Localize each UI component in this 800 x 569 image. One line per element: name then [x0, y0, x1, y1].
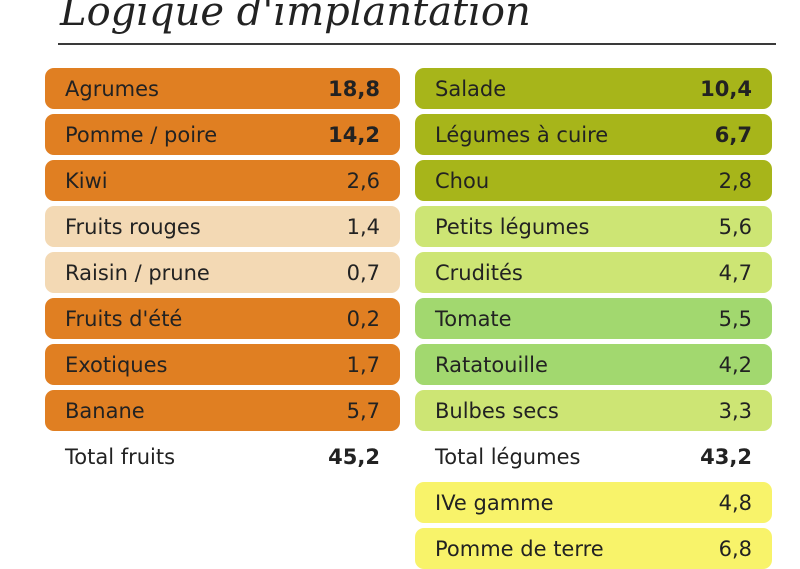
legume-row-crudites: Crudités 4,7 [415, 252, 772, 293]
row-value: 3,3 [718, 398, 752, 423]
page-title: Logique d'implantation [60, 0, 531, 35]
legume-row-legumes-a-cuire: Légumes à cuire 6,7 [415, 114, 772, 155]
row-value: 10,4 [700, 76, 752, 101]
row-value: 18,8 [328, 76, 380, 101]
fruits-total-row: Total fruits 45,2 [45, 436, 400, 477]
row-label: Pomme / poire [65, 122, 218, 147]
row-label: Bulbes secs [435, 398, 559, 423]
fruit-row-fruits-rouges: Fruits rouges 1,4 [45, 206, 400, 247]
row-label: Raisin / prune [65, 260, 210, 285]
row-value: 4,7 [718, 260, 752, 285]
row-label: Petits légumes [435, 214, 590, 239]
fruit-row-pomme-poire: Pomme / poire 14,2 [45, 114, 400, 155]
row-value: 2,6 [346, 168, 380, 193]
legume-row-ratatouille: Ratatouille 4,2 [415, 344, 772, 385]
extra-row-ive-gamme: IVe gamme 4,8 [415, 482, 772, 523]
fruit-row-fruits-ete: Fruits d'été 0,2 [45, 298, 400, 339]
extra-row-pomme-de-terre: Pomme de terre 6,8 [415, 528, 772, 569]
row-value: 14,2 [328, 122, 380, 147]
row-label: Banane [65, 398, 145, 423]
legume-row-petits-legumes: Petits légumes 5,6 [415, 206, 772, 247]
legumes-total-row: Total légumes 43,2 [415, 436, 772, 477]
row-label: Fruits d'été [65, 306, 183, 331]
fruit-row-raisin-prune: Raisin / prune 0,7 [45, 252, 400, 293]
row-value: 5,6 [718, 214, 752, 239]
row-value: 4,2 [718, 352, 752, 377]
fruit-row-agrumes: Agrumes 18,8 [45, 68, 400, 109]
row-label: Légumes à cuire [435, 122, 609, 147]
row-label: Pomme de terre [435, 536, 604, 561]
fruit-row-kiwi: Kiwi 2,6 [45, 160, 400, 201]
row-label: Chou [435, 168, 490, 193]
row-label: IVe gamme [435, 490, 554, 515]
legume-row-bulbes-secs: Bulbes secs 3,3 [415, 390, 772, 431]
legume-row-tomate: Tomate 5,5 [415, 298, 772, 339]
fruit-row-exotiques: Exotiques 1,7 [45, 344, 400, 385]
row-label: Agrumes [65, 76, 159, 101]
row-value: 5,5 [718, 306, 752, 331]
row-value: 4,8 [718, 490, 752, 515]
row-value: 5,7 [346, 398, 380, 423]
row-label: Salade [435, 76, 507, 101]
row-label: Crudités [435, 260, 523, 285]
row-label: Fruits rouges [65, 214, 201, 239]
total-value: 43,2 [700, 444, 752, 469]
row-value: 0,7 [346, 260, 380, 285]
fruit-row-banane: Banane 5,7 [45, 390, 400, 431]
row-label: Exotiques [65, 352, 168, 377]
row-value: 0,2 [346, 306, 380, 331]
row-value: 6,7 [714, 122, 752, 147]
row-value: 2,8 [718, 168, 752, 193]
row-value: 1,4 [346, 214, 380, 239]
total-label: Total fruits [65, 444, 176, 469]
row-value: 1,7 [346, 352, 380, 377]
row-value: 6,8 [718, 536, 752, 561]
row-label: Kiwi [65, 168, 108, 193]
legume-row-chou: Chou 2,8 [415, 160, 772, 201]
row-label: Tomate [435, 306, 512, 331]
row-label: Ratatouille [435, 352, 548, 377]
title-divider [58, 43, 776, 45]
total-value: 45,2 [328, 444, 380, 469]
legume-row-salade: Salade 10,4 [415, 68, 772, 109]
total-label: Total légumes [435, 444, 581, 469]
